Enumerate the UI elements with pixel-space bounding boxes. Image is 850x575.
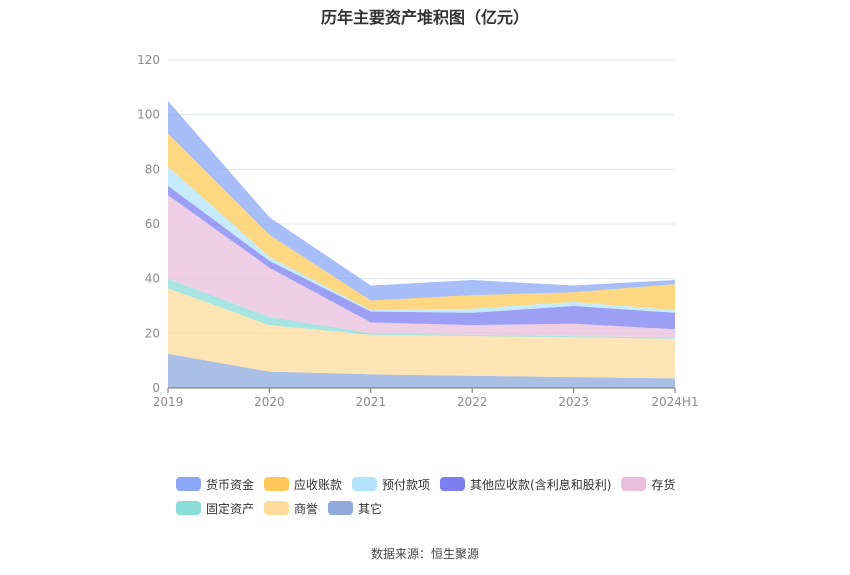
legend-item[interactable]: 存货 (621, 476, 675, 493)
legend-row: 货币资金 应收账款 预付款项 其他应收款(含利息和股利) 存货 (176, 472, 696, 496)
axes: 0 20 40 60 80 100 120 2019 2020 2021 2022 2023 2024H… (137, 53, 699, 409)
y-tick-label: 0 (152, 381, 160, 395)
legend-label: 其他应收款(含利息和股利) (470, 477, 612, 492)
area-series (168, 101, 675, 388)
area-其它 (168, 353, 675, 388)
source-note: 数据来源：恒生聚源 (370, 547, 479, 561)
legend-item[interactable]: 应收账款 (264, 476, 342, 493)
x-tick-label: 2020 (254, 395, 285, 409)
y-tick-label: 20 (145, 326, 160, 340)
area-其他应收款(含利息和股利) (168, 185, 675, 330)
x-tick-label: 2024H1 (651, 395, 698, 409)
legend-swatch (328, 501, 354, 515)
y-tick-label: 80 (145, 162, 160, 176)
area-存货 (168, 195, 675, 338)
legend-item[interactable]: 固定资产 (176, 500, 254, 517)
legend: 货币资金 应收账款 预付款项 其他应收款(含利息和股利) 存货 固定资产 商誉 其它 (176, 472, 696, 520)
legend-label: 货币资金 (206, 477, 255, 492)
x-tick-label: 2022 (457, 395, 488, 409)
x-tick-label: 2023 (558, 395, 589, 409)
legend-label: 商誉 (294, 501, 319, 516)
legend-label: 其它 (358, 501, 383, 516)
area-应收账款 (168, 133, 675, 311)
legend-item[interactable]: 其它 (328, 500, 382, 517)
legend-item[interactable]: 预付款项 (352, 476, 430, 493)
legend-swatch (264, 477, 290, 491)
x-tick-label: 2019 (153, 395, 184, 409)
legend-swatch (621, 477, 647, 491)
legend-swatch (352, 477, 378, 491)
legend-item[interactable]: 货币资金 (176, 476, 254, 493)
y-tick-label: 120 (137, 53, 160, 67)
legend-label: 固定资产 (206, 501, 255, 516)
y-tick-label: 40 (145, 272, 160, 286)
legend-swatch (264, 501, 290, 515)
y-tick-label: 60 (145, 217, 160, 231)
legend-swatch (176, 501, 201, 515)
legend-label: 存货 (651, 477, 676, 492)
area-商誉 (168, 288, 675, 379)
area-货币资金 (168, 101, 675, 301)
area-固定资产 (168, 278, 675, 339)
legend-swatch (440, 477, 466, 491)
legend-label: 预付款项 (382, 477, 431, 492)
legend-item[interactable]: 其他应收款(含利息和股利) (440, 476, 611, 493)
chart-title: 历年主要资产堆积图（亿元） (320, 8, 529, 27)
legend-row: 固定资产 商誉 其它 (176, 496, 696, 520)
y-tick-label: 100 (137, 108, 160, 122)
legend-label: 应收账款 (294, 477, 343, 492)
legend-swatch (176, 477, 201, 491)
legend-item[interactable]: 商誉 (264, 500, 318, 517)
x-tick-label: 2021 (356, 395, 387, 409)
